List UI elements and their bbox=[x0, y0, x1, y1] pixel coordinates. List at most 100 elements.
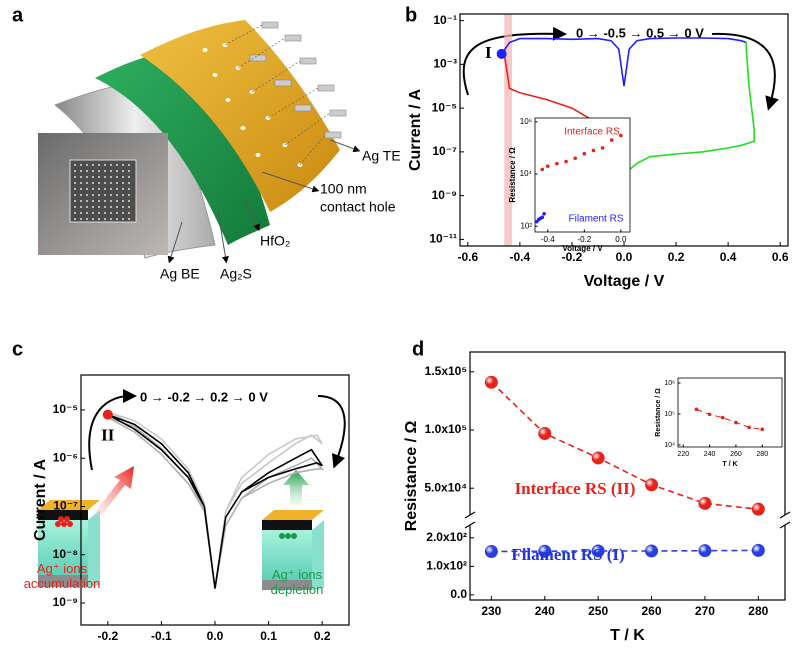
panel-label: c bbox=[12, 338, 23, 360]
inset-background bbox=[678, 378, 782, 447]
data-point bbox=[747, 425, 751, 430]
x-tick-label: 240 bbox=[704, 451, 716, 458]
annotation-line: depletion bbox=[271, 582, 324, 597]
x-axis-title: Voltage / V bbox=[584, 273, 665, 290]
x-tick-label: 0.0 bbox=[207, 629, 224, 643]
x-tick-label: -0.2 bbox=[577, 235, 591, 244]
x-tick-label: -0.4 bbox=[510, 250, 531, 264]
x-tick-label: 260 bbox=[730, 451, 742, 458]
data-point bbox=[542, 211, 546, 216]
device-cartoons bbox=[38, 466, 324, 590]
x-tick-label: 0.6 bbox=[772, 250, 789, 264]
y-tick-label: 10⁻⁷ bbox=[432, 144, 457, 158]
data-point bbox=[591, 451, 605, 465]
y-tick-label: 10⁶ bbox=[664, 380, 675, 387]
data-point bbox=[573, 156, 577, 161]
label: Ag BE bbox=[160, 266, 200, 282]
y-tick-label: 1.5x10⁵ bbox=[425, 364, 467, 378]
x-axis-title: T / K bbox=[610, 627, 645, 644]
x-tick-label: 0.4 bbox=[720, 250, 737, 264]
data-point bbox=[751, 502, 765, 516]
y-tick-label: 10⁴ bbox=[520, 169, 533, 178]
annotation: Filament RS bbox=[568, 214, 623, 225]
label: HfO₂ bbox=[260, 233, 290, 249]
series-line bbox=[501, 37, 747, 87]
y-tick-label: 10⁻⁹ bbox=[53, 595, 78, 609]
data-point bbox=[698, 496, 712, 510]
data-point bbox=[540, 215, 545, 220]
y-tick-label: 1.0x10² bbox=[426, 559, 467, 573]
data-point bbox=[591, 544, 605, 558]
data-point bbox=[600, 146, 605, 150]
highlight-band bbox=[504, 14, 513, 246]
series-line bbox=[624, 42, 755, 186]
annotation: 0 → -0.5 → 0.5 → 0 V bbox=[576, 25, 704, 40]
y-tick-label: 10⁻⁶ bbox=[53, 450, 78, 464]
x-tick-label: 260 bbox=[642, 604, 662, 618]
start-point-label: II bbox=[101, 426, 115, 445]
annotation: Interface RS (II) bbox=[515, 479, 636, 498]
data-point bbox=[538, 427, 552, 440]
series-line bbox=[107, 413, 323, 589]
annotation: 0 → -0.2 → 0.2 → 0 V bbox=[140, 389, 268, 404]
y-tick-label: 10⁻¹ bbox=[433, 13, 457, 27]
y-tick-label: 10² bbox=[520, 221, 532, 230]
y-tick-label: 2.0x10² bbox=[426, 530, 467, 544]
y-tick-label: 10⁶ bbox=[520, 117, 532, 126]
axis-break-gap bbox=[781, 515, 789, 525]
axis-break-mark bbox=[779, 521, 791, 529]
data-point bbox=[540, 167, 545, 172]
data-point bbox=[591, 148, 596, 153]
data-point bbox=[720, 415, 725, 420]
series-line bbox=[490, 381, 759, 510]
y-tick-label: 0.0 bbox=[450, 587, 467, 601]
data-point bbox=[619, 133, 623, 138]
y-axis-title: Resistance / Ω bbox=[655, 388, 662, 437]
panel-label: d bbox=[412, 338, 424, 360]
x-tick-label: 0.2 bbox=[668, 250, 685, 264]
data-point bbox=[707, 412, 712, 417]
device-schematic: Ag TE 100 nm contact hole HfO₂ Ag₂S Ag B… bbox=[38, 20, 401, 282]
y-axis-title: Current / A bbox=[407, 89, 424, 172]
y-axis-title: Resistance / Ω bbox=[403, 421, 420, 532]
data-point bbox=[484, 545, 498, 559]
annotation: Interface RS bbox=[564, 127, 620, 138]
top-electrodes bbox=[249, 21, 347, 139]
plot-frame bbox=[534, 117, 631, 233]
data-point bbox=[694, 407, 699, 412]
data-point bbox=[645, 478, 659, 492]
x-tick-label: 270 bbox=[695, 604, 715, 618]
axis-break-mark bbox=[779, 511, 791, 519]
x-tick-label: 0.2 bbox=[314, 629, 331, 643]
label: Ag₂S bbox=[220, 266, 252, 282]
x-tick-label: 220 bbox=[677, 451, 689, 458]
data-point bbox=[645, 544, 659, 558]
x-tick-label: -0.1 bbox=[151, 629, 172, 643]
axis-break-mark bbox=[464, 521, 476, 529]
y-tick-label: 10⁴ bbox=[664, 442, 675, 449]
data-point bbox=[545, 164, 550, 168]
y-tick-label: 10⁻⁵ bbox=[53, 402, 78, 416]
annotation-line: accumulation bbox=[24, 576, 101, 591]
y-tick-label: 10⁵ bbox=[664, 411, 675, 418]
plot-frame bbox=[459, 13, 789, 247]
y-tick-label: 10⁻⁹ bbox=[432, 188, 457, 202]
x-tick-label: -0.2 bbox=[97, 629, 118, 643]
y-axis-title: Resistance / Ω bbox=[508, 147, 517, 203]
annotation: Ag⁺ ions accumulation bbox=[24, 561, 101, 591]
ag2s-sheet bbox=[95, 45, 270, 245]
plot-frame bbox=[80, 374, 350, 626]
x-tick-label: -0.4 bbox=[541, 235, 555, 244]
axis-break-mark bbox=[464, 511, 476, 519]
data-point bbox=[484, 375, 498, 389]
x-tick-label: 230 bbox=[481, 604, 501, 618]
start-point-label: I bbox=[485, 43, 492, 62]
y-tick-label: 10⁻³ bbox=[433, 57, 457, 71]
data-point bbox=[698, 544, 712, 558]
y-tick-label: 10⁻⁸ bbox=[53, 547, 78, 561]
x-tick-label: 0.0 bbox=[615, 235, 627, 244]
x-tick-label: 0.0 bbox=[616, 250, 633, 264]
x-tick-label: 0.1 bbox=[260, 629, 277, 643]
x-axis-title: Voltage / V bbox=[562, 244, 603, 253]
